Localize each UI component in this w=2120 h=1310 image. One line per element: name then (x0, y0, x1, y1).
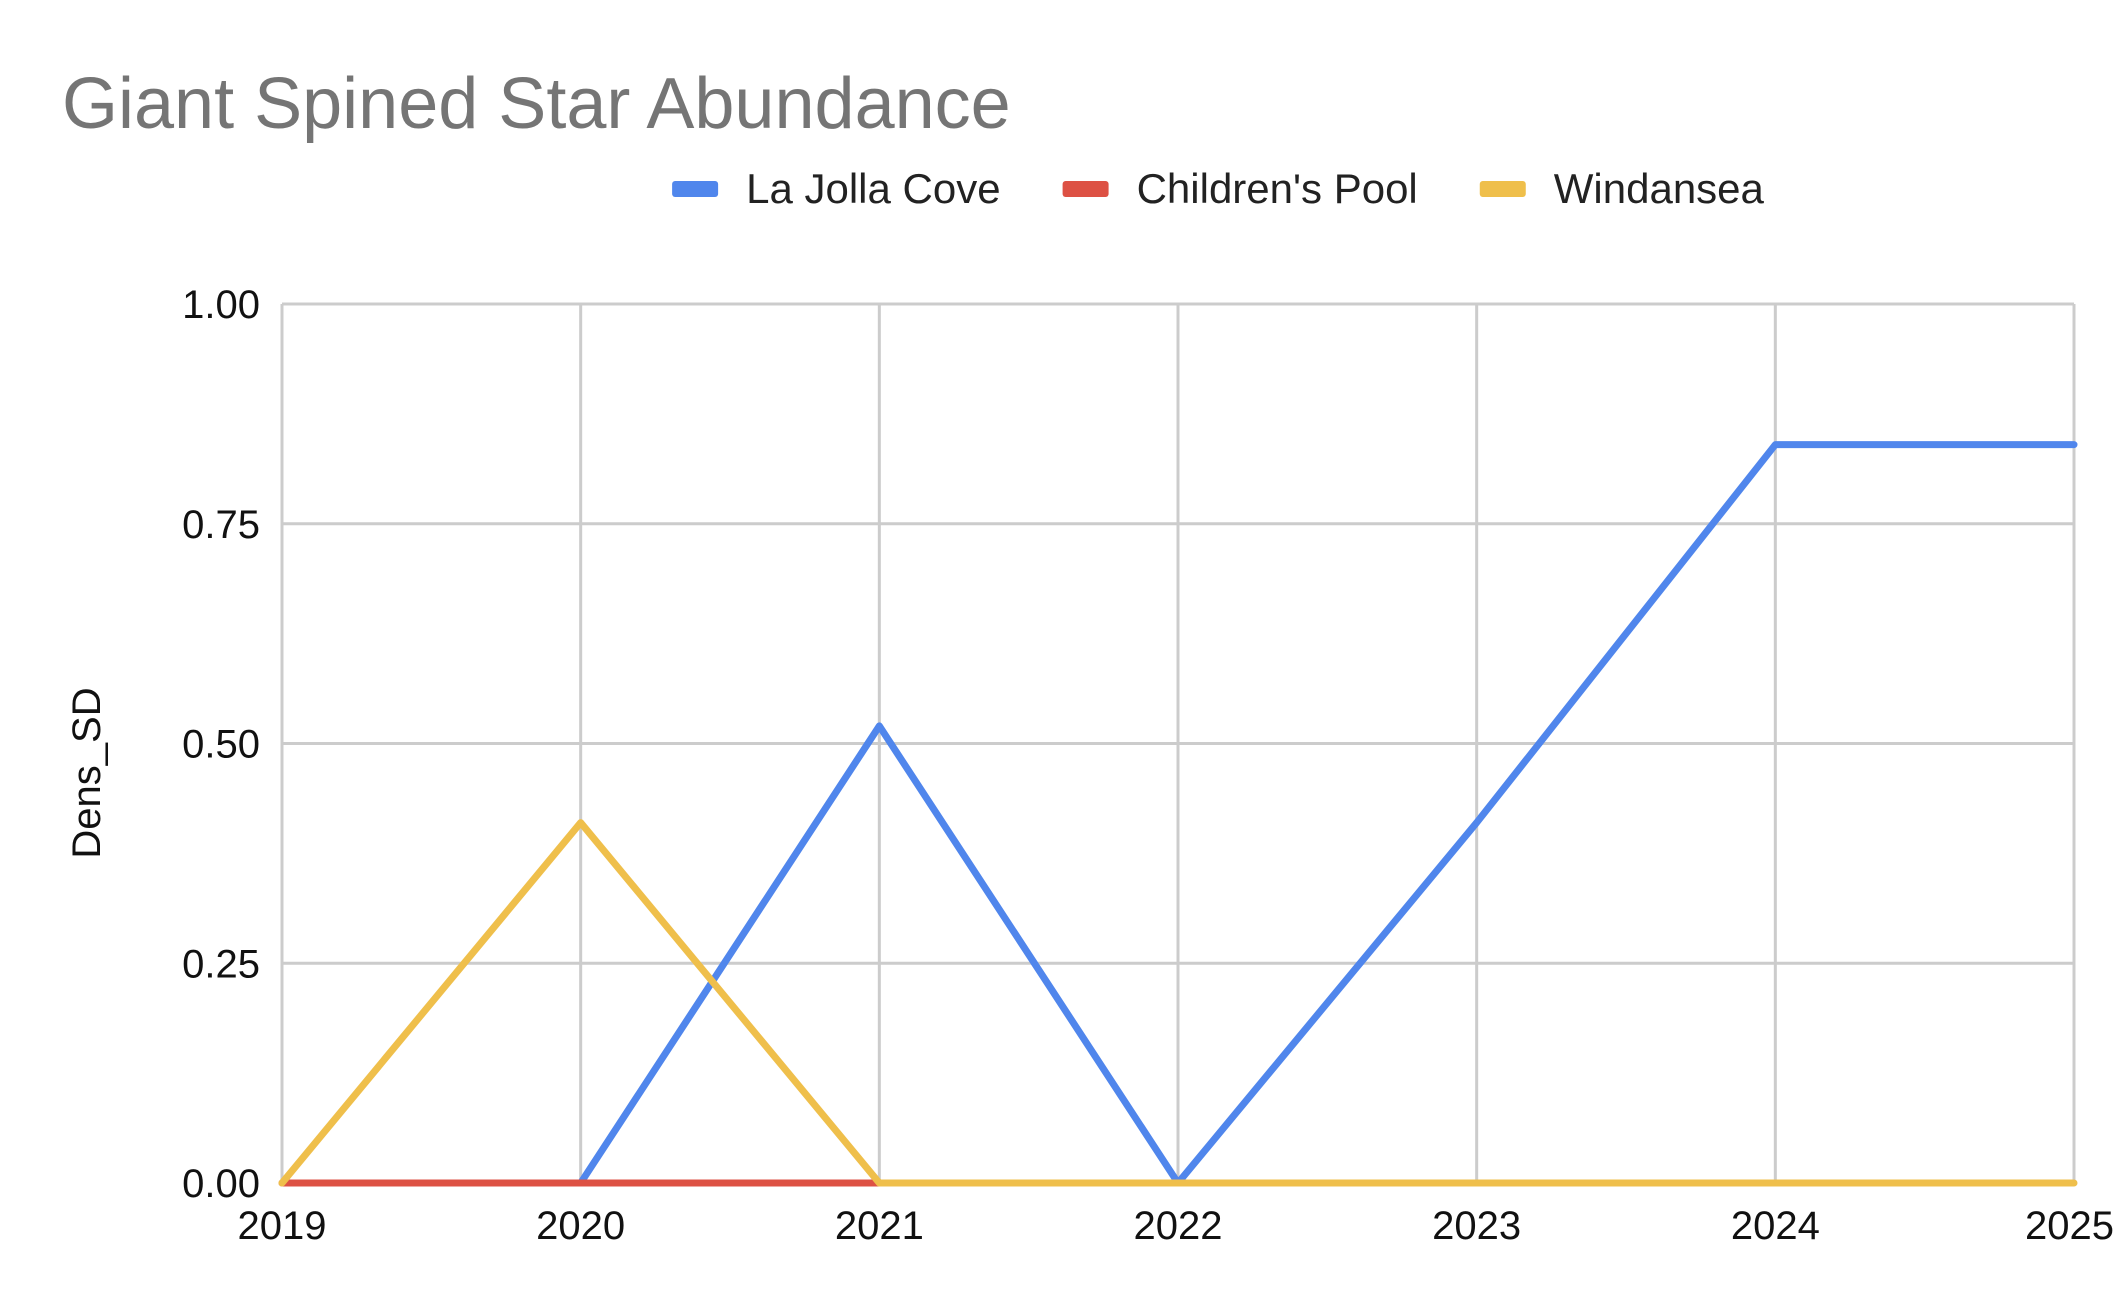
y-axis-ticks: 0.00 0.25 0.50 0.75 1.00 (182, 283, 260, 1206)
x-tick-label: 2025 (2025, 1204, 2114, 1248)
y-axis-label: Dens_SD (65, 687, 109, 858)
series-line-windansea (278, 819, 2078, 1187)
y-tick-label: 0.25 (182, 942, 260, 986)
y-tick-label: 1.00 (182, 283, 260, 327)
x-tick-label: 2019 (238, 1204, 327, 1248)
x-axis-ticks: 2019 2020 2021 2022 2023 2024 2025 (238, 1204, 2114, 1248)
legend-label: Children's Pool (1137, 165, 1418, 212)
y-tick-label: 0.50 (182, 723, 260, 767)
x-tick-label: 2020 (536, 1204, 625, 1248)
series-line-la-jolla-cove (577, 441, 2078, 1187)
x-tick-label: 2021 (835, 1204, 924, 1248)
x-tick-label: 2024 (1731, 1204, 1820, 1248)
legend-label: La Jolla Cove (746, 165, 1000, 212)
gridlines (280, 302, 2076, 1185)
legend-swatch (672, 181, 719, 197)
x-tick-label: 2023 (1432, 1204, 1521, 1248)
x-tick-label: 2022 (1134, 1204, 1223, 1248)
series-lines (278, 441, 2078, 1187)
legend-label: Windansea (1554, 165, 1765, 212)
chart-title: Giant Spined Star Abundance (62, 64, 1011, 144)
legend-swatch (1479, 181, 1526, 197)
y-tick-label: 0.00 (182, 1162, 260, 1206)
y-tick-label: 0.75 (182, 503, 260, 547)
legend: La Jolla Cove Children's Pool Windansea (672, 165, 1765, 212)
legend-swatch (1062, 181, 1109, 197)
